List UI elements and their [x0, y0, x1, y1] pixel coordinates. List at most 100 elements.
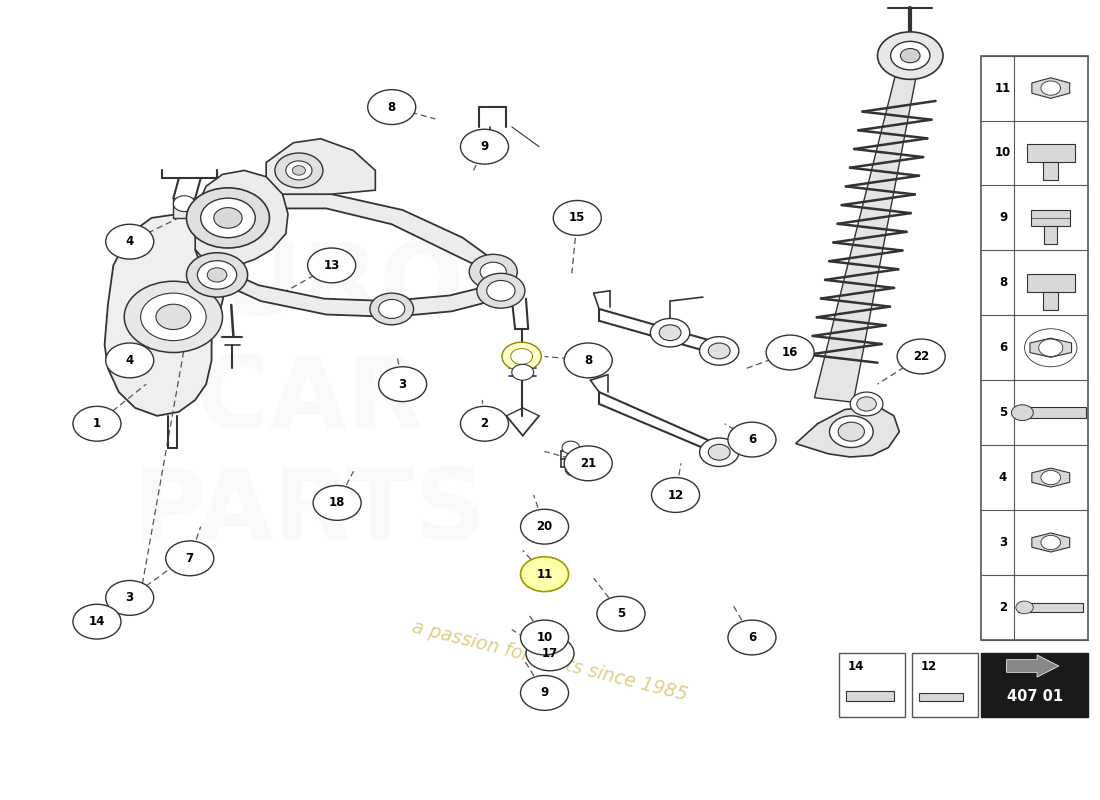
Circle shape [651, 478, 700, 513]
Text: 10: 10 [994, 146, 1011, 159]
Circle shape [650, 318, 690, 347]
Circle shape [526, 636, 574, 670]
Circle shape [708, 343, 730, 359]
Circle shape [141, 293, 206, 341]
Circle shape [187, 188, 270, 248]
Circle shape [461, 130, 508, 164]
Text: 9: 9 [999, 211, 1008, 225]
Text: 5: 5 [617, 607, 625, 620]
Circle shape [197, 261, 236, 289]
Circle shape [73, 604, 121, 639]
Text: 9: 9 [481, 140, 488, 153]
Circle shape [562, 441, 580, 454]
Circle shape [891, 42, 930, 70]
Circle shape [512, 364, 534, 380]
Circle shape [367, 90, 416, 125]
Circle shape [838, 422, 865, 441]
Text: 5: 5 [999, 406, 1008, 419]
Polygon shape [206, 194, 500, 278]
Circle shape [156, 304, 190, 330]
Circle shape [1038, 339, 1063, 357]
Polygon shape [1030, 338, 1071, 358]
Polygon shape [174, 198, 195, 218]
Circle shape [207, 268, 227, 282]
Circle shape [502, 342, 541, 370]
Circle shape [520, 620, 569, 655]
Text: 14: 14 [848, 659, 865, 673]
Text: 12: 12 [668, 489, 684, 502]
Circle shape [553, 201, 602, 235]
Text: 2: 2 [481, 418, 488, 430]
Circle shape [174, 196, 195, 211]
Polygon shape [795, 406, 900, 457]
Circle shape [477, 274, 525, 308]
Circle shape [1041, 81, 1060, 95]
Text: EURO
CAR
PARTS: EURO CAR PARTS [133, 239, 487, 561]
Text: 17: 17 [542, 647, 558, 660]
Circle shape [187, 253, 248, 297]
Circle shape [1011, 405, 1033, 421]
Polygon shape [266, 138, 375, 194]
Text: 407 01: 407 01 [1006, 689, 1063, 704]
Circle shape [520, 675, 569, 710]
Bar [912, 654, 978, 717]
Polygon shape [104, 214, 228, 416]
Text: 3: 3 [398, 378, 407, 390]
Text: 4: 4 [125, 235, 134, 248]
Text: 2: 2 [999, 601, 1008, 614]
Circle shape [106, 343, 154, 378]
Circle shape [708, 444, 730, 460]
Polygon shape [814, 54, 920, 402]
Bar [1043, 162, 1058, 180]
Text: 18: 18 [329, 497, 345, 510]
Circle shape [564, 343, 613, 378]
Bar [981, 56, 1088, 640]
Text: 6: 6 [748, 631, 756, 644]
Text: 4: 4 [125, 354, 134, 367]
Polygon shape [1032, 468, 1069, 487]
Bar [1044, 226, 1057, 244]
Text: 20: 20 [537, 520, 552, 533]
Circle shape [1041, 535, 1060, 550]
Text: 7: 7 [186, 552, 194, 565]
Text: 21: 21 [580, 457, 596, 470]
Circle shape [898, 339, 945, 374]
Circle shape [850, 392, 883, 416]
Circle shape [314, 486, 361, 520]
Circle shape [700, 337, 739, 365]
Circle shape [597, 596, 645, 631]
Circle shape [1015, 601, 1033, 614]
Circle shape [275, 153, 323, 188]
Circle shape [286, 161, 312, 180]
Polygon shape [1032, 78, 1069, 98]
Circle shape [857, 397, 877, 411]
Circle shape [766, 335, 814, 370]
Circle shape [480, 262, 506, 282]
Text: 9: 9 [540, 686, 549, 699]
Circle shape [308, 248, 355, 283]
Circle shape [564, 446, 613, 481]
Text: 1: 1 [92, 418, 101, 430]
Circle shape [370, 293, 414, 325]
Text: a passion for parts since 1985: a passion for parts since 1985 [410, 618, 690, 705]
Text: 11: 11 [537, 568, 552, 581]
Circle shape [378, 299, 405, 318]
Circle shape [901, 49, 920, 62]
Text: 15: 15 [569, 211, 585, 225]
Circle shape [461, 406, 508, 441]
Text: 14: 14 [89, 615, 106, 628]
Bar [918, 693, 962, 701]
Circle shape [728, 620, 776, 655]
Bar [1031, 210, 1070, 226]
Circle shape [659, 325, 681, 341]
Bar [981, 654, 1088, 717]
Text: 13: 13 [323, 259, 340, 272]
Text: 3: 3 [125, 591, 134, 605]
Text: 4: 4 [999, 471, 1008, 484]
Circle shape [213, 208, 242, 228]
Text: 3: 3 [999, 536, 1008, 549]
Circle shape [470, 254, 517, 289]
Text: 8: 8 [387, 101, 396, 114]
Circle shape [878, 32, 943, 79]
Text: 16: 16 [782, 346, 799, 359]
